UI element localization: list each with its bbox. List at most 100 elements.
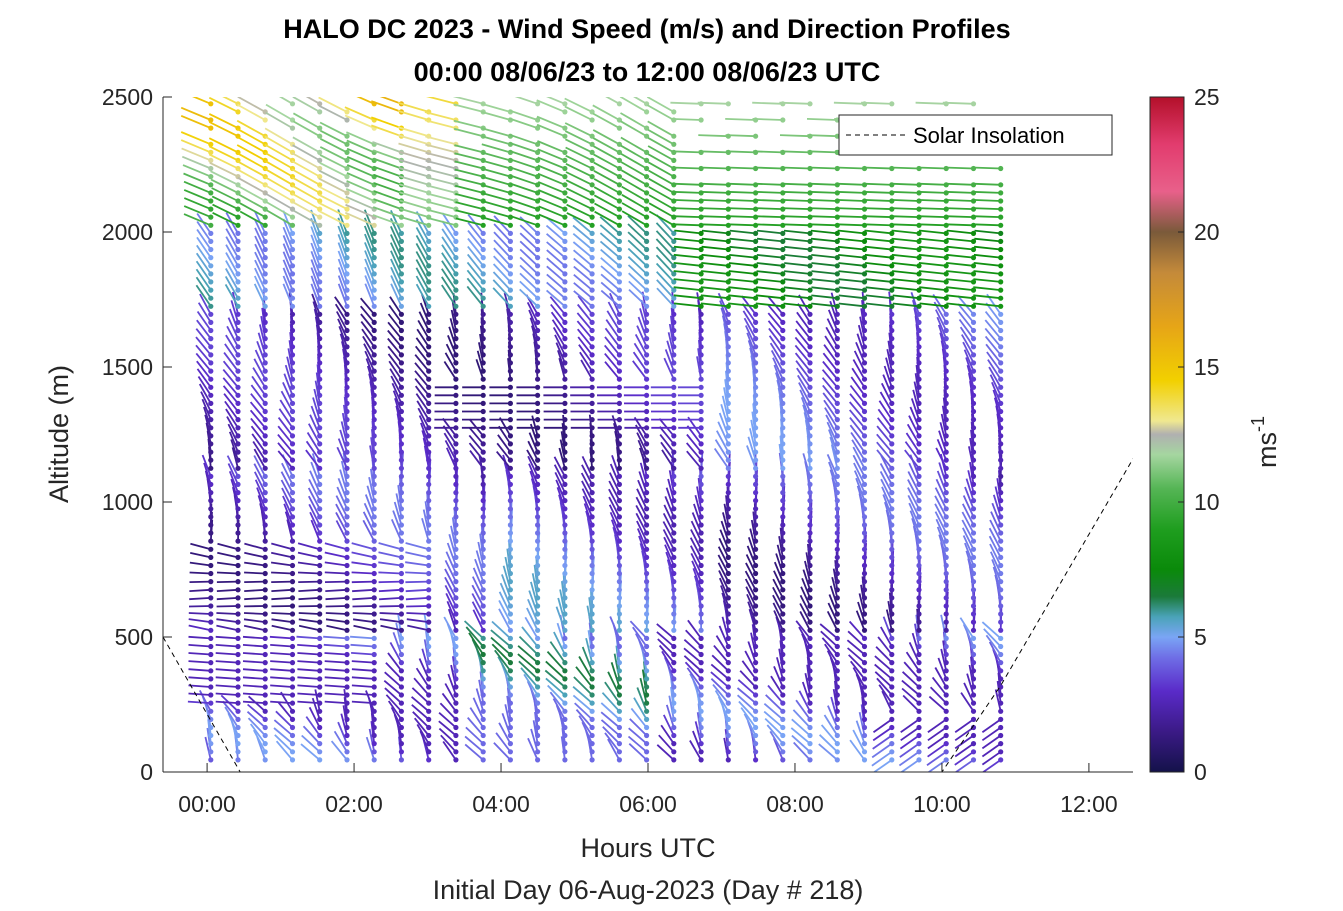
wind-barb-shaft (208, 97, 239, 113)
wind-barb-dot (616, 157, 623, 163)
wind-barb-dot (943, 757, 949, 763)
wind-barb-dot (317, 190, 323, 196)
wind-barb-shaft (527, 440, 539, 461)
wind-barb-shaft (655, 230, 675, 251)
wind-barb-dot (644, 522, 650, 528)
wind-barb-shaft (919, 286, 947, 291)
wind-barb-shaft (388, 360, 403, 380)
wind-barb-dot (834, 554, 840, 561)
wind-barb-dot (289, 279, 296, 285)
wind-barb-dot (616, 579, 623, 585)
wind-barb-dot (616, 101, 623, 107)
wind-barb-dot (753, 530, 759, 536)
wind-barb-dot (807, 587, 813, 593)
wind-barb-dot (426, 255, 432, 261)
wind-barb-shaft (254, 349, 267, 372)
wind-barb-dot (208, 360, 214, 366)
wind-barb-shaft (725, 134, 756, 138)
wind-barb-dot (943, 668, 949, 674)
wind-barb-shaft (537, 181, 566, 194)
wind-barb-shaft (343, 404, 348, 428)
wind-barb-shaft (911, 518, 920, 542)
wind-barb-shaft (963, 349, 975, 372)
wind-barb-dot (889, 635, 895, 642)
wind-barb-dot (562, 490, 568, 496)
wind-barb-dot (725, 619, 731, 625)
wind-barb-shaft (961, 334, 975, 356)
wind-barb-dot (453, 741, 459, 747)
wind-barb-dot (480, 360, 486, 366)
wind-barb-dot (562, 457, 568, 463)
wind-barb-dot (834, 708, 840, 714)
wind-barb-shaft (364, 275, 376, 299)
wind-barb-shaft (729, 245, 756, 251)
wind-barb-shaft (397, 484, 403, 509)
wind-barb-dot (780, 651, 786, 658)
wind-barb-dot (753, 749, 759, 755)
wind-barb-dot (208, 506, 214, 512)
wind-barb-dot (753, 660, 759, 666)
wind-barb-dot (562, 716, 568, 723)
wind-barb-dot (562, 279, 568, 285)
wind-barb-dot (807, 651, 813, 658)
wind-barb-dot (398, 238, 404, 244)
wind-barb-dot (943, 384, 949, 390)
wind-barb-shaft (685, 629, 702, 648)
wind-barb-shaft (519, 240, 539, 259)
wind-barb-dot (344, 530, 350, 536)
wind-barb-shaft (444, 439, 457, 461)
wind-barb-shaft (995, 405, 1002, 428)
wind-barb-shaft (863, 207, 892, 210)
wind-barb-dot (998, 255, 1004, 261)
wind-barb-dot (589, 255, 595, 261)
wind-barb-dot (344, 481, 350, 487)
wind-barb-shaft (945, 223, 974, 227)
wind-barb-dot (235, 506, 241, 512)
wind-barb-dot (861, 327, 868, 334)
wind-barb-dot (398, 554, 404, 561)
wind-barb-dot (344, 757, 350, 763)
wind-barb-shaft (277, 442, 294, 461)
wind-barb-dot (998, 473, 1004, 479)
wind-barb-shaft (453, 127, 484, 138)
wind-barb-dot (371, 619, 377, 625)
wind-barb-dot (889, 749, 895, 755)
wind-barb-shaft (852, 667, 866, 688)
wind-barb-shaft (592, 129, 620, 146)
wind-barb-shaft (365, 358, 376, 380)
wind-barb-dot (562, 676, 568, 682)
wind-barb-dot (916, 441, 922, 447)
wind-barb-dot (889, 400, 895, 406)
wind-barb-shaft (783, 229, 811, 235)
wind-barb-shaft (908, 462, 920, 485)
wind-barb-shaft (718, 625, 730, 647)
wind-barb-dot (453, 716, 459, 723)
wind-barb-dot (562, 149, 568, 155)
wind-barb-dot (589, 206, 595, 212)
wind-barb-dot (562, 570, 568, 577)
wind-barb-shaft (573, 265, 593, 283)
wind-barb-shaft (372, 141, 402, 154)
wind-barb-dot (970, 570, 977, 577)
wind-barb-shaft (496, 442, 512, 461)
wind-barb-dot (398, 295, 404, 301)
wind-barb-shaft (765, 694, 784, 712)
wind-barb-dot (507, 611, 513, 617)
wind-barb-shaft (453, 97, 484, 105)
wind-barb-shaft (971, 190, 1001, 194)
wind-barb-shaft (519, 288, 539, 307)
wind-barb-dot (943, 676, 949, 682)
wind-barb-dot (998, 384, 1004, 390)
wind-barb-dot (943, 538, 949, 544)
wind-barb-shaft (576, 320, 593, 340)
wind-barb-dot (589, 514, 595, 520)
wind-barb-shaft (990, 511, 1002, 534)
wind-barb-dot (589, 303, 595, 309)
wind-barb-shaft (537, 148, 566, 162)
wind-barb-dot (453, 303, 459, 309)
wind-barb-dot (398, 684, 404, 690)
wind-barb-dot (671, 676, 677, 682)
wind-barb-dot (616, 530, 623, 536)
wind-barb-shaft (230, 300, 239, 323)
wind-barb-shaft (204, 736, 212, 761)
